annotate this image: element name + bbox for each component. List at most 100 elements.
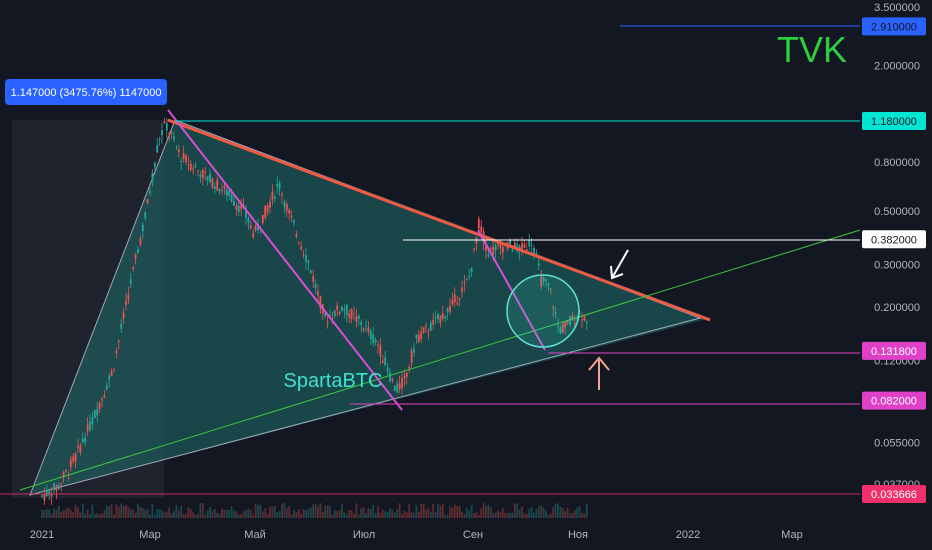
volume-bar bbox=[77, 507, 79, 518]
volume-bar bbox=[446, 514, 449, 518]
candle-body bbox=[187, 164, 190, 166]
volume-bar bbox=[367, 508, 370, 518]
volume-bar bbox=[362, 507, 365, 518]
volume-bar bbox=[439, 505, 442, 518]
candle-body bbox=[350, 309, 353, 320]
candle-body bbox=[377, 344, 379, 346]
volume-bar bbox=[578, 506, 581, 518]
volume-bar bbox=[271, 506, 274, 518]
measure-tooltip: 1.147000 (3475.76%) 1147000 bbox=[5, 79, 167, 105]
volume-bar bbox=[201, 503, 204, 518]
price-level-badge: 0.082000 bbox=[862, 391, 926, 410]
volume-bar bbox=[501, 507, 504, 518]
volume-bar bbox=[350, 510, 353, 518]
candle-body bbox=[516, 244, 519, 247]
candle-body bbox=[115, 351, 118, 354]
volume-bar bbox=[533, 512, 535, 518]
candle-body bbox=[249, 225, 252, 229]
volume-bar bbox=[163, 512, 166, 518]
volume-bar bbox=[360, 508, 363, 518]
candle-body bbox=[165, 122, 168, 131]
volume-bar bbox=[273, 505, 276, 518]
volume-bar bbox=[516, 503, 519, 518]
volume-bar bbox=[497, 510, 499, 518]
volume-bar bbox=[343, 512, 346, 518]
candle-body bbox=[125, 300, 127, 306]
candle-body bbox=[281, 193, 283, 196]
candle-body bbox=[247, 217, 250, 223]
price-level-value: 2.910000 bbox=[871, 21, 917, 33]
volume-bar bbox=[288, 505, 291, 518]
volume-bar bbox=[60, 512, 63, 518]
price-level-badge: 0.131800 bbox=[862, 341, 926, 360]
candle-body bbox=[93, 410, 96, 419]
price-level-badge-bg bbox=[862, 341, 926, 360]
candle-body bbox=[91, 417, 94, 425]
time-tick-label: Май bbox=[244, 529, 266, 541]
volume-bar bbox=[499, 512, 502, 518]
time-axis[interactable]: 2021 Мар Май Июл Сен Ноя 2022 Мар bbox=[0, 520, 932, 550]
volume-bar bbox=[53, 508, 55, 518]
volume-bar bbox=[451, 507, 454, 518]
volume-bar bbox=[456, 505, 459, 518]
volume-bar bbox=[161, 510, 163, 518]
candle-body bbox=[571, 315, 574, 321]
candle-body bbox=[374, 339, 377, 343]
candle-body bbox=[254, 226, 257, 231]
volume-bar bbox=[290, 514, 293, 518]
volume-bar bbox=[69, 509, 72, 518]
volume-bar bbox=[86, 509, 89, 518]
volume-bar bbox=[417, 511, 420, 518]
volume-bar bbox=[254, 503, 257, 518]
candle-body bbox=[432, 319, 435, 325]
price-level-badge-bg bbox=[862, 230, 926, 249]
price-level-badges: 2.910000 1.180000 0.382000 0.131800 0.082000… bbox=[862, 17, 926, 503]
candle-body bbox=[283, 202, 286, 207]
volume-bar bbox=[101, 513, 103, 518]
volume-bar bbox=[103, 510, 106, 518]
candle-body bbox=[420, 331, 423, 339]
volume-bar bbox=[235, 511, 238, 518]
candle-body bbox=[425, 325, 427, 327]
volume-bar bbox=[396, 509, 399, 518]
candle-body bbox=[146, 199, 149, 204]
candle-body bbox=[271, 191, 274, 200]
volume-bar bbox=[283, 503, 286, 518]
price-tick-label: 0.500000 bbox=[874, 206, 920, 218]
candle-body bbox=[554, 312, 557, 314]
volume-bar bbox=[240, 513, 243, 518]
volume-bar bbox=[173, 510, 175, 518]
candle-body bbox=[451, 299, 454, 305]
volume-bar bbox=[413, 512, 415, 518]
volume-bar bbox=[509, 513, 511, 518]
volume-bar bbox=[511, 512, 514, 518]
volume-bar bbox=[393, 512, 396, 518]
price-axis[interactable]: 3.500000 2.000000 0.800000 0.500000 0.300000… bbox=[860, 0, 932, 520]
candle-body bbox=[122, 312, 125, 319]
candle-body bbox=[446, 307, 449, 313]
candle-body bbox=[511, 250, 514, 252]
candle-body bbox=[285, 204, 288, 212]
candle-body bbox=[576, 318, 579, 320]
volume-bar bbox=[225, 509, 228, 518]
volume-bar bbox=[264, 508, 267, 518]
volume-bar bbox=[189, 509, 192, 518]
volume-bar bbox=[410, 512, 413, 518]
price-tick-label: 0.300000 bbox=[874, 260, 920, 272]
candle-body bbox=[211, 178, 214, 188]
volume-bar bbox=[569, 513, 571, 518]
candle-body bbox=[213, 186, 216, 189]
candle-body bbox=[74, 453, 77, 462]
volume-bar bbox=[372, 505, 375, 518]
volume-bar bbox=[540, 505, 543, 518]
candle-body bbox=[312, 275, 315, 282]
volume-bar bbox=[127, 507, 130, 518]
candle-body bbox=[309, 270, 312, 274]
candle-body bbox=[331, 318, 334, 320]
candle-body bbox=[180, 160, 183, 162]
volume-bar bbox=[57, 505, 60, 518]
volume-bar bbox=[468, 510, 471, 518]
candle-body bbox=[65, 470, 67, 472]
candle-body bbox=[62, 472, 65, 478]
